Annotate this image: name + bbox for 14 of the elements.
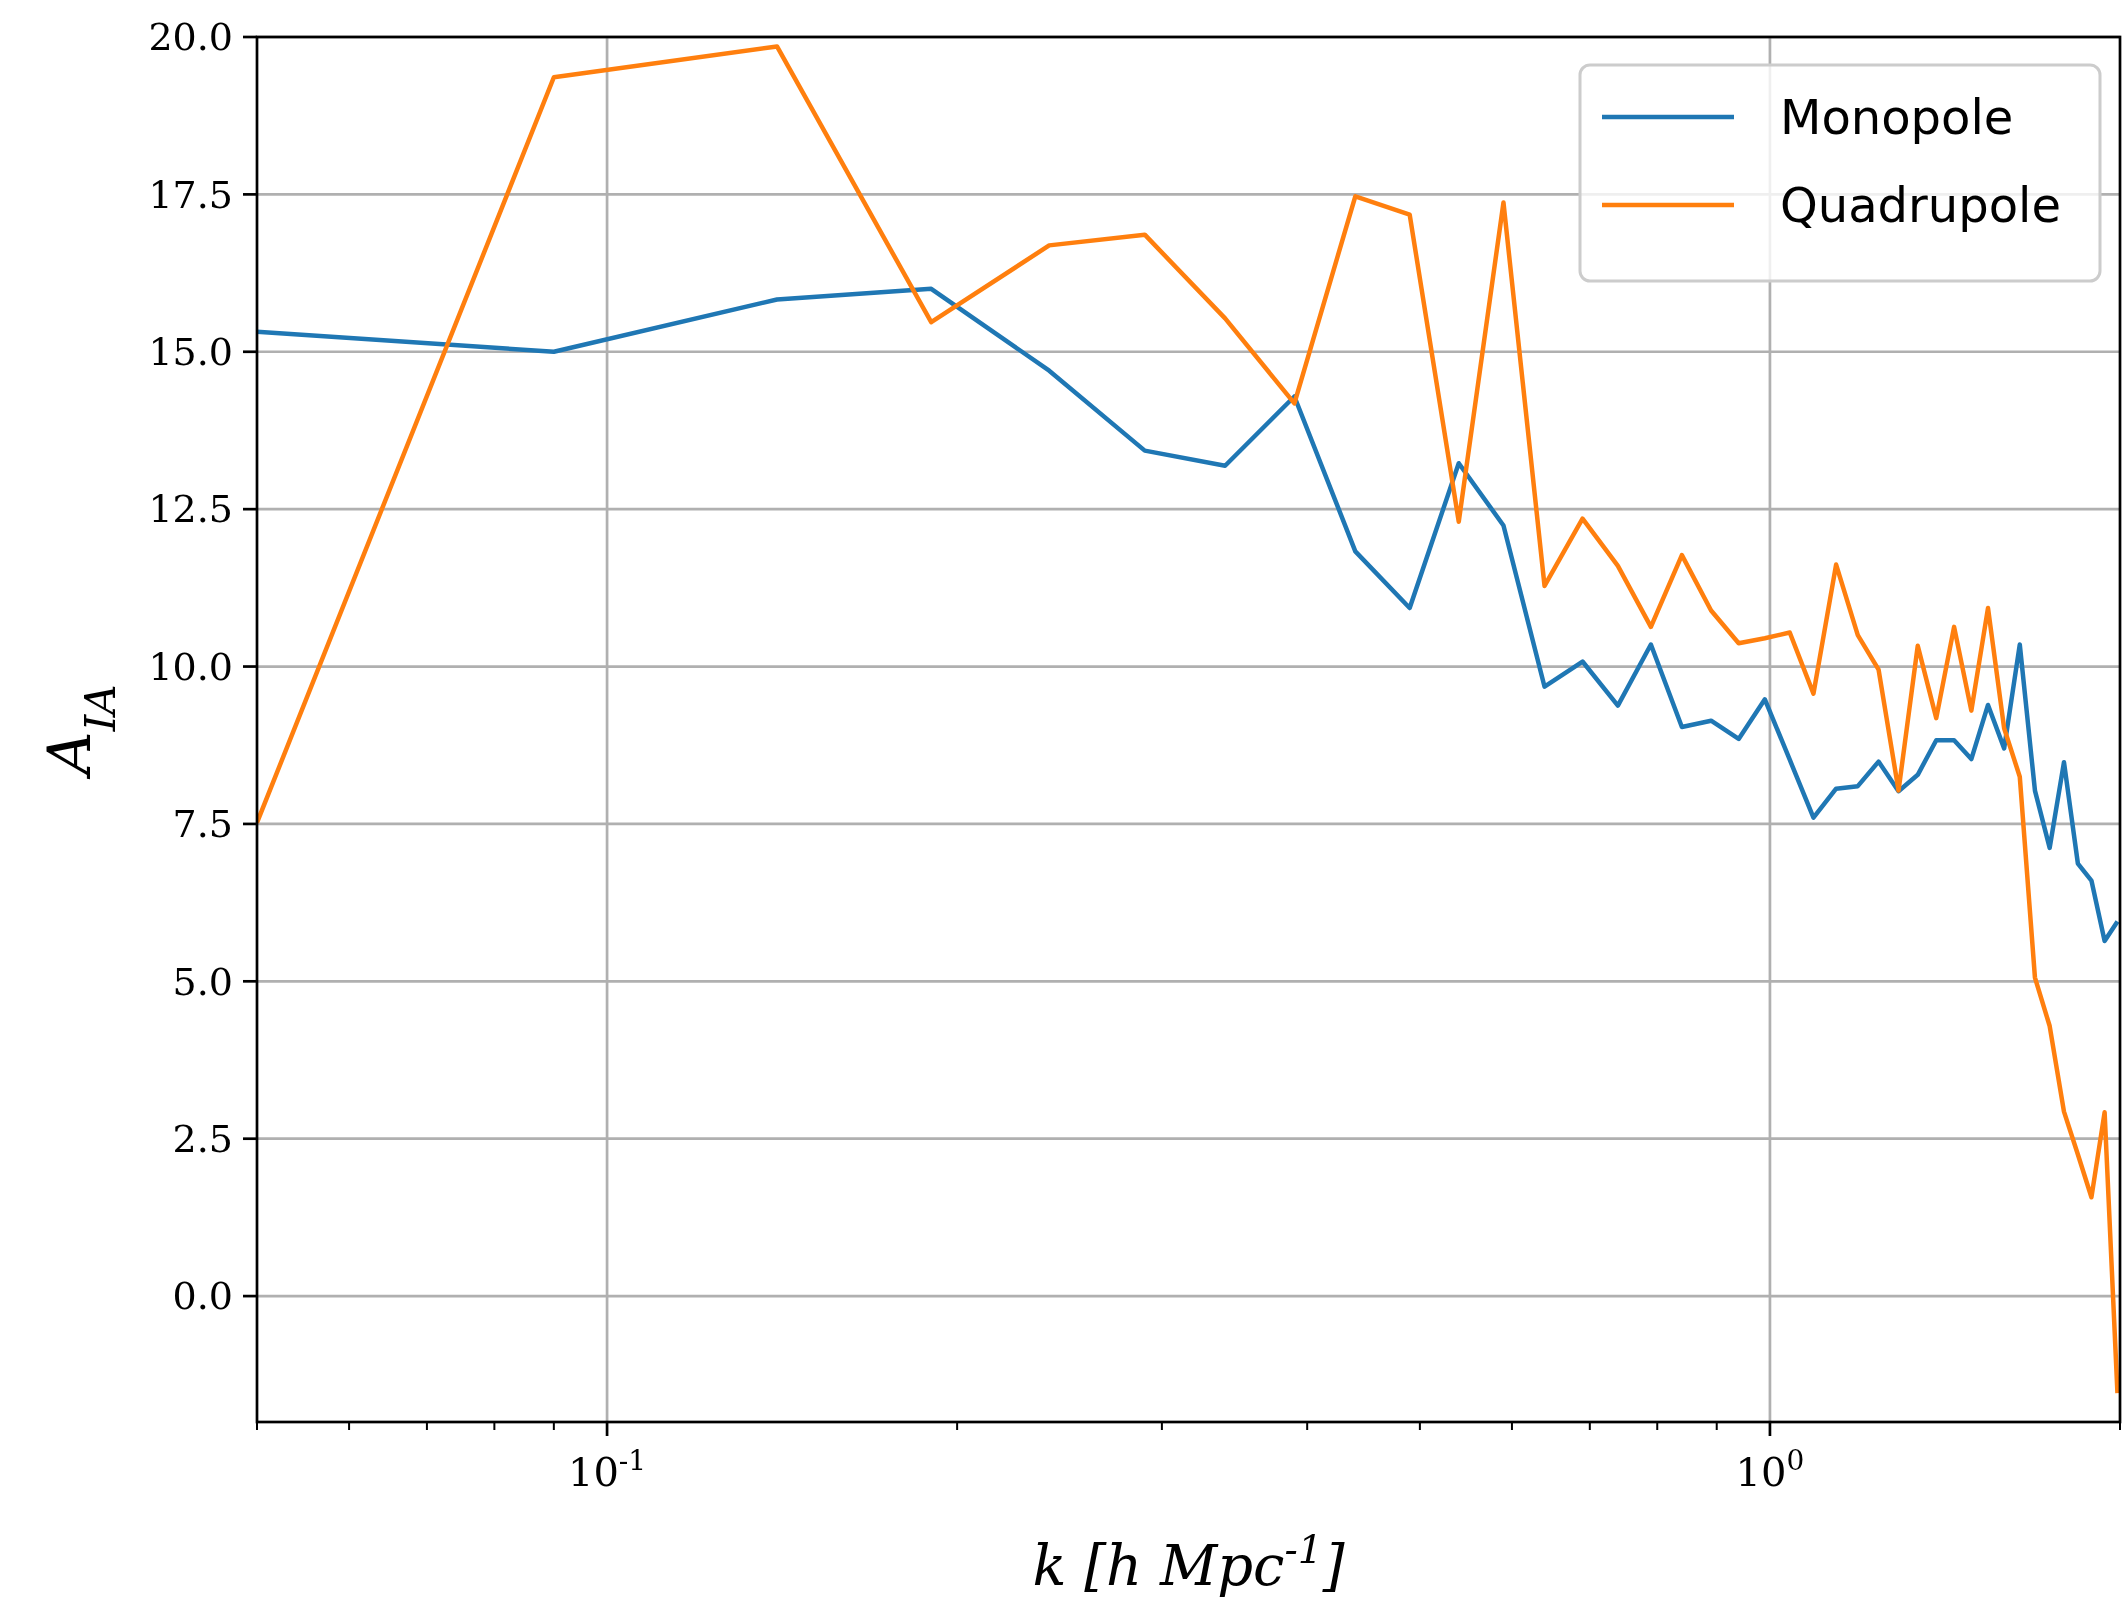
y-tick-label: 7.5 bbox=[172, 802, 233, 847]
legend-label: Monopole bbox=[1780, 88, 2014, 145]
y-tick-label: 10.0 bbox=[148, 644, 233, 689]
x-tick-label: 10$^{0}$ bbox=[1735, 1443, 1805, 1495]
y-tick-label: 17.5 bbox=[148, 172, 233, 217]
y-tick-label: 2.5 bbox=[172, 1117, 233, 1161]
y-tick-label: 0.0 bbox=[172, 1274, 233, 1319]
y-tick-label: 5.0 bbox=[172, 959, 233, 1004]
y-tick-label: 12.5 bbox=[148, 487, 233, 532]
x-tick-label: 10$^{-1}$ bbox=[567, 1443, 647, 1495]
y-tick-label: 20.0 bbox=[148, 15, 233, 60]
x-axis-title: k [h Mpc$^{-1}$] bbox=[1032, 1526, 1345, 1598]
y-tick-label: 15.0 bbox=[148, 330, 233, 375]
legend-label: Quadrupole bbox=[1780, 176, 2061, 233]
